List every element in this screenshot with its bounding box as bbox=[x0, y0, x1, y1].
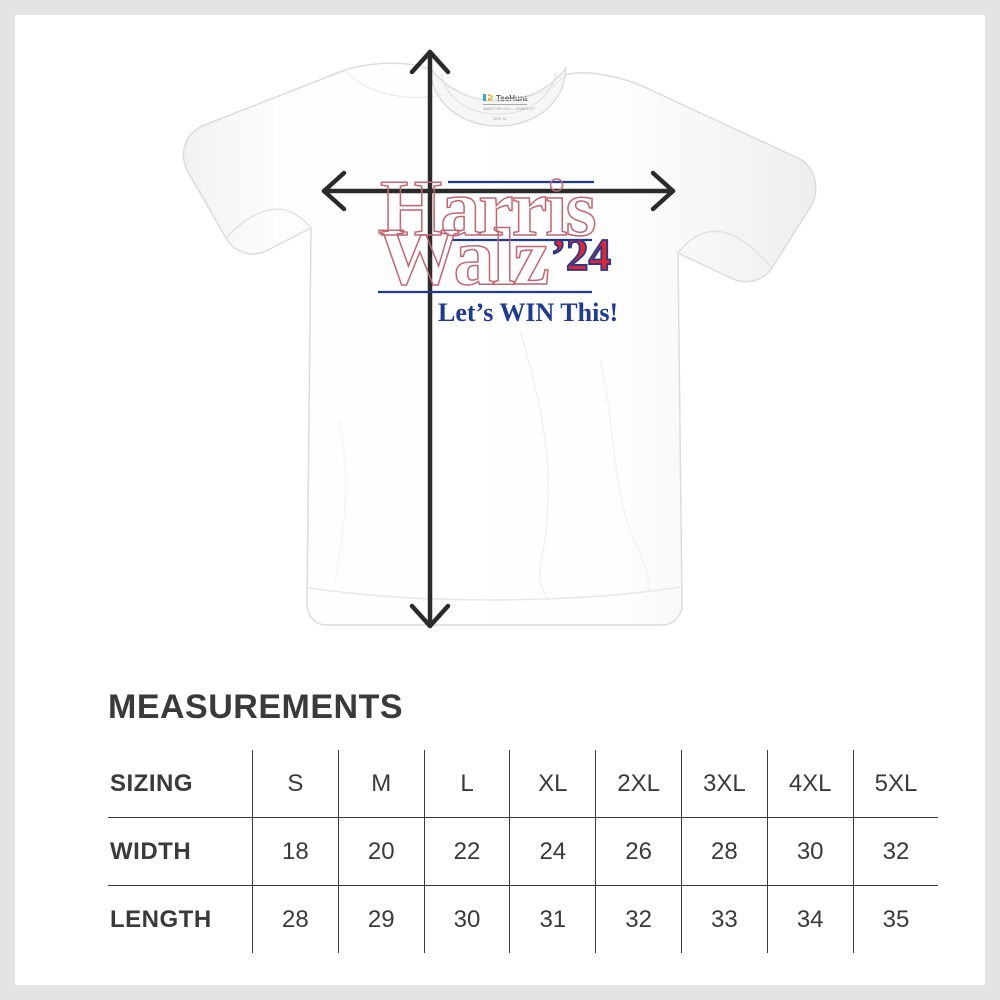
svg-text:TeeHunt: TeeHunt bbox=[496, 94, 528, 103]
svg-text:’24: ’24 bbox=[551, 230, 611, 280]
svg-text:Let’s WIN This!: Let’s WIN This! bbox=[438, 298, 618, 327]
svg-text:Walz: Walz bbox=[378, 211, 548, 302]
svg-text:SIZE: M: SIZE: M bbox=[493, 117, 506, 121]
svg-text:MADE FOR YOU | UNISEX FIT: MADE FOR YOU | UNISEX FIT bbox=[483, 107, 536, 111]
